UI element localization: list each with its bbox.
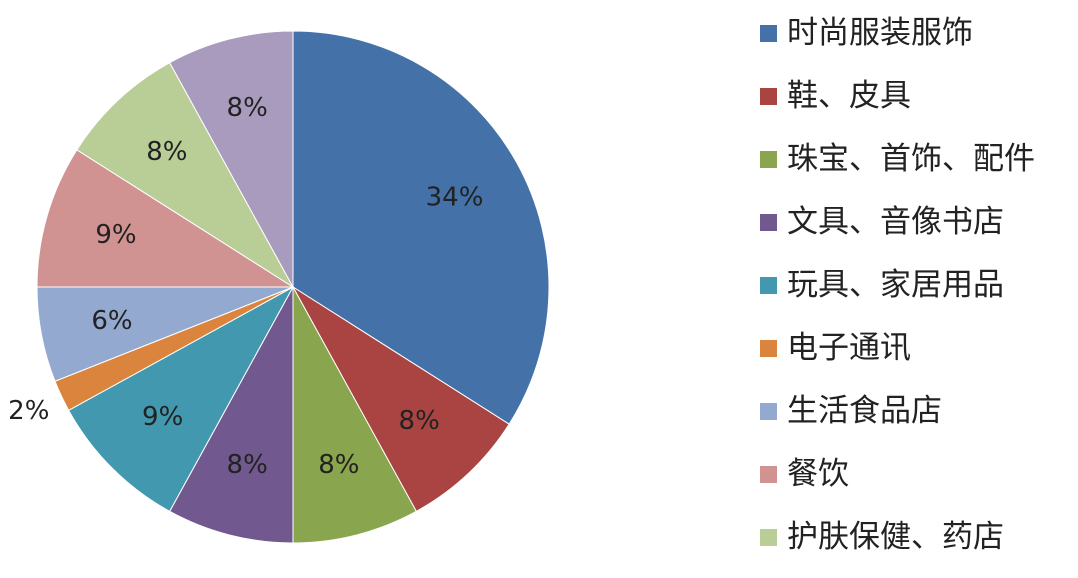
legend-label: 鞋、皮具 xyxy=(787,78,911,114)
legend-label: 电子通讯 xyxy=(787,330,911,366)
legend-swatch xyxy=(760,214,777,231)
legend-swatch xyxy=(760,340,777,357)
pie-slice-2 xyxy=(292,286,418,544)
legend-label: 护肤保健、药店 xyxy=(787,519,1004,555)
slice-data-label-9: 8% xyxy=(227,93,268,123)
legend-swatch xyxy=(760,277,777,294)
legend-item-5: 电子通讯 xyxy=(760,326,1078,389)
legend-swatch xyxy=(760,466,777,483)
legend-swatch xyxy=(760,403,777,420)
slice-data-label-2: 8% xyxy=(318,450,359,480)
slice-data-label-6: 6% xyxy=(91,306,132,336)
legend-swatch xyxy=(760,88,777,105)
pie-slice-3 xyxy=(168,286,294,544)
pie-slice-8 xyxy=(76,61,294,288)
slice-data-label-8: 8% xyxy=(146,137,187,167)
legend-label: 时尚服装服饰 xyxy=(787,15,973,51)
legend-item-1: 鞋、皮具 xyxy=(760,74,1078,137)
legend-item-6: 生活食品店 xyxy=(760,389,1078,452)
slice-data-label-4: 9% xyxy=(142,402,183,432)
pie-slice-9 xyxy=(168,30,294,288)
legend-swatch xyxy=(760,25,777,42)
legend-label: 餐饮 xyxy=(787,456,849,492)
legend-label: 生活食品店 xyxy=(787,393,942,429)
legend-label: 玩具、家居用品 xyxy=(787,267,1004,303)
pie-slice-0 xyxy=(292,30,550,425)
slice-data-label-7: 9% xyxy=(95,220,136,250)
legend-label: 文具、音像书店 xyxy=(787,204,1004,240)
slice-data-label-3: 8% xyxy=(227,450,268,480)
slice-data-label-1: 8% xyxy=(399,406,440,436)
legend-swatch xyxy=(760,529,777,546)
pie-slice-4 xyxy=(67,285,295,513)
legend-item-4: 玩具、家居用品 xyxy=(760,263,1078,326)
pie-chart: 34% 8% 8% 8% 9% 2% 6% 9% 8% 8% xyxy=(8,30,550,544)
legend-label: 珠宝、首饰、配件 xyxy=(787,141,1035,177)
legend-item-8: 护肤保健、药店 xyxy=(760,515,1078,578)
legend-swatch xyxy=(760,151,777,168)
chart-legend: 时尚服装服饰 鞋、皮具珠宝、首饰、配件 文具、音像书店 玩具、家居用品 电子通讯生活食品… xyxy=(760,11,1078,578)
legend-item-3: 文具、音像书店 xyxy=(760,200,1078,263)
pie-slice-1 xyxy=(292,286,510,513)
slice-data-label-0: 34% xyxy=(426,183,484,213)
legend-item-7: 餐饮 xyxy=(760,452,1078,515)
legend-item-0: 时尚服装服饰 xyxy=(760,11,1078,74)
pie-slice-7 xyxy=(36,149,295,288)
slice-data-label-5: 2% xyxy=(8,396,49,426)
legend-item-2: 珠宝、首饰、配件 xyxy=(760,137,1078,200)
